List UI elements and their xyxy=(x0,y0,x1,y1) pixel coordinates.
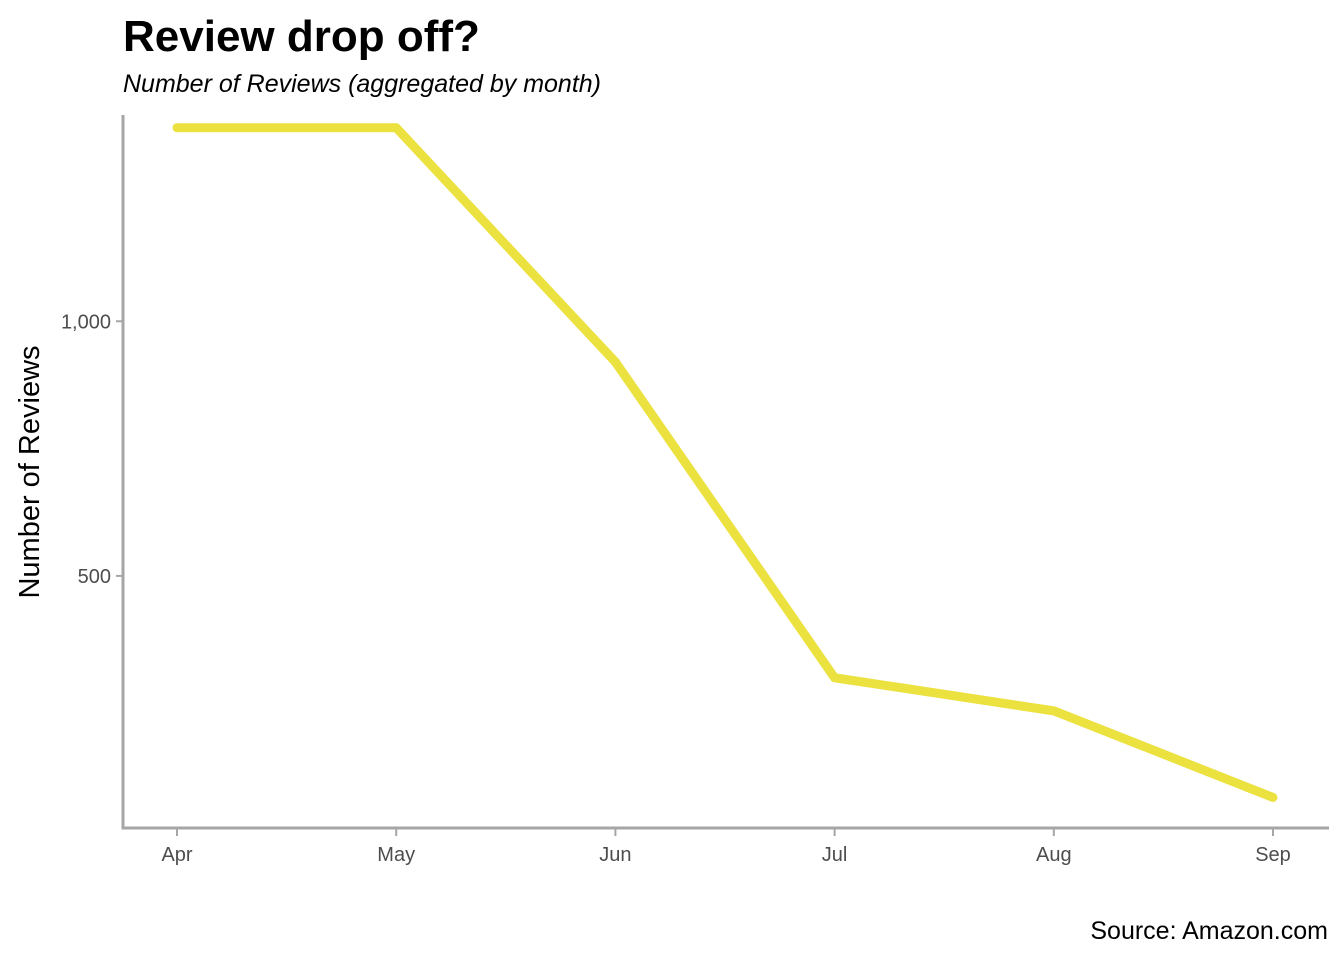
source-caption: Source: Amazon.com xyxy=(1090,917,1328,945)
chart-title: Review drop off? xyxy=(123,12,480,61)
data-point-sep xyxy=(1268,792,1278,802)
series-line xyxy=(177,123,1275,802)
y-axis-title: Number of Reviews xyxy=(14,345,46,598)
y-tick-label: 1,000 xyxy=(61,311,111,333)
x-tick-label: May xyxy=(377,844,415,866)
chart-subtitle: Number of Reviews (aggregated by month) xyxy=(123,70,601,98)
series-points xyxy=(172,123,1278,802)
data-point-apr xyxy=(172,123,182,133)
data-point-jul xyxy=(830,673,840,683)
data-point-aug xyxy=(1049,706,1059,716)
x-tick-label: Sep xyxy=(1255,844,1291,866)
data-point-jun xyxy=(610,357,620,367)
x-axis-ticks: Apr May Jun Jul Aug Sep xyxy=(161,828,1291,866)
x-tick-label: Apr xyxy=(161,844,192,866)
x-tick-label: Jun xyxy=(599,844,631,866)
data-point-may xyxy=(391,123,401,133)
x-tick-label: Jul xyxy=(822,844,848,866)
y-axis-ticks: 500 1,000 xyxy=(61,311,123,588)
y-tick-label: 500 xyxy=(78,566,111,588)
x-tick-label: Aug xyxy=(1036,844,1072,866)
